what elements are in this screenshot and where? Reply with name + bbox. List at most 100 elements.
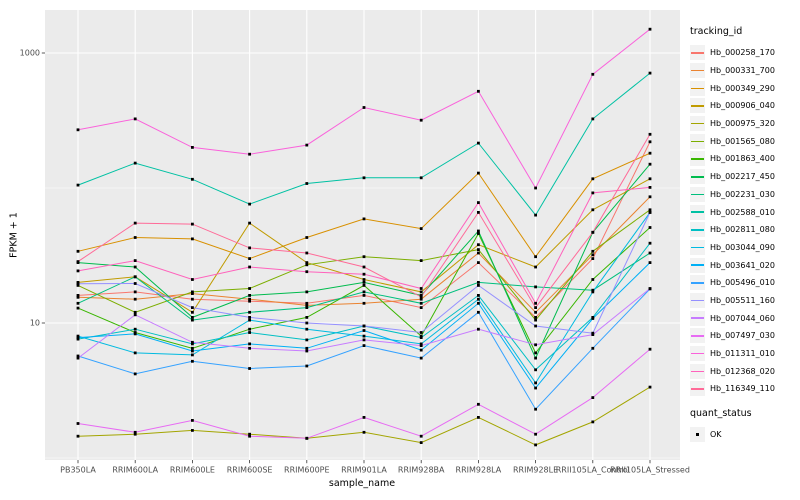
data-point bbox=[191, 349, 194, 353]
data-point bbox=[362, 290, 366, 294]
legend-item-label: Hb_116349_110 bbox=[710, 384, 775, 394]
data-point bbox=[76, 269, 80, 273]
data-point bbox=[248, 346, 251, 350]
data-point bbox=[76, 354, 80, 358]
legend-item-label: Hb_001863_400 bbox=[710, 154, 775, 164]
data-point bbox=[305, 304, 309, 307]
x-tick-label: PB350LA bbox=[60, 466, 96, 475]
data-point bbox=[648, 27, 652, 31]
data-point bbox=[362, 329, 366, 332]
y-axis-title: FPKM + 1 bbox=[8, 212, 20, 258]
data-point bbox=[133, 432, 137, 436]
data-point bbox=[248, 221, 251, 225]
data-point bbox=[419, 441, 423, 444]
data-point bbox=[591, 420, 595, 424]
legend-item: Hb_001565_080 bbox=[690, 132, 798, 150]
data-point bbox=[248, 299, 251, 303]
data-point bbox=[362, 255, 366, 259]
data-point bbox=[477, 171, 480, 175]
legend-item: Hb_007497_030 bbox=[690, 327, 798, 345]
data-point bbox=[648, 241, 652, 245]
data-point bbox=[477, 297, 480, 301]
data-point bbox=[534, 318, 537, 322]
data-point bbox=[419, 290, 423, 294]
data-point bbox=[133, 236, 137, 239]
legend-key-line-icon bbox=[691, 282, 704, 284]
data-point bbox=[591, 331, 595, 335]
data-point bbox=[534, 343, 537, 347]
data-point bbox=[477, 402, 480, 406]
data-point bbox=[362, 430, 366, 434]
data-point bbox=[248, 331, 251, 334]
legend-item: Hb_116349_110 bbox=[690, 380, 798, 398]
data-point bbox=[419, 301, 423, 305]
legend-item: Hb_002231_030 bbox=[690, 186, 798, 204]
legend-item-label: Hb_005496_010 bbox=[710, 278, 775, 288]
data-point bbox=[305, 251, 309, 255]
data-point bbox=[76, 434, 80, 438]
data-point bbox=[362, 334, 366, 338]
data-point bbox=[648, 151, 652, 155]
data-point bbox=[305, 261, 309, 264]
legend-item: Hb_000258_170 bbox=[690, 44, 798, 62]
data-point bbox=[191, 237, 194, 241]
data-point bbox=[76, 336, 80, 339]
data-point bbox=[133, 313, 137, 317]
data-point bbox=[477, 327, 480, 331]
x-tick-label: RRIM928LE bbox=[513, 466, 558, 475]
data-point bbox=[248, 327, 251, 331]
data-point bbox=[76, 183, 80, 187]
data-point bbox=[133, 351, 137, 355]
legend-item-label: Hb_012368_020 bbox=[710, 366, 775, 376]
data-point bbox=[591, 253, 595, 257]
y-tick-label: 10 bbox=[30, 319, 40, 328]
legend-item: Hb_011311_010 bbox=[690, 345, 798, 363]
legend-key-swatch bbox=[690, 186, 705, 202]
data-point bbox=[591, 346, 595, 350]
legend-item-label: Hb_007497_030 bbox=[710, 331, 775, 341]
data-point bbox=[191, 146, 194, 149]
data-point bbox=[534, 316, 537, 319]
legend-key-swatch bbox=[690, 133, 705, 149]
legend-key-line-icon bbox=[691, 370, 704, 373]
legend-key-swatch bbox=[690, 45, 705, 61]
legend-key-swatch bbox=[690, 275, 705, 291]
data-point bbox=[76, 249, 80, 253]
data-point bbox=[591, 288, 595, 292]
data-point bbox=[133, 332, 137, 336]
data-point bbox=[305, 306, 309, 309]
legend-key-swatch bbox=[690, 328, 705, 344]
legend-item: Hb_005496_010 bbox=[690, 274, 798, 292]
legend-key-swatch bbox=[690, 80, 705, 96]
data-point bbox=[248, 152, 251, 156]
legend-key-swatch bbox=[690, 63, 705, 79]
legend-item-label: Hb_003641_020 bbox=[710, 260, 775, 270]
data-point bbox=[191, 177, 194, 181]
data-point bbox=[648, 251, 652, 255]
legend-item-label: Hb_000906_040 bbox=[710, 101, 775, 111]
legend-key-line-icon bbox=[691, 246, 704, 249]
data-point bbox=[362, 284, 366, 287]
legend-key-line-icon bbox=[691, 211, 704, 213]
legend-key-line-icon bbox=[691, 175, 704, 178]
x-tick-label: RRIM600LE bbox=[170, 466, 215, 475]
data-point bbox=[305, 364, 309, 368]
data-point bbox=[419, 118, 423, 122]
legend-item: Hb_012368_020 bbox=[690, 362, 798, 380]
data-point bbox=[133, 117, 137, 121]
data-point bbox=[362, 217, 366, 221]
data-point bbox=[419, 297, 423, 301]
data-point bbox=[419, 342, 423, 346]
data-point bbox=[419, 176, 423, 180]
data-point bbox=[477, 294, 480, 297]
data-point bbox=[648, 71, 652, 75]
legend-key-swatch bbox=[690, 310, 705, 326]
data-point bbox=[591, 230, 595, 234]
legend: tracking_id Hb_000258_170 Hb_000331_700 Hb… bbox=[690, 26, 798, 443]
data-point bbox=[648, 195, 652, 199]
legend-item-label: Hb_002811_080 bbox=[710, 225, 775, 235]
data-point bbox=[477, 284, 480, 287]
legend-key-line-icon bbox=[691, 105, 704, 107]
legend-item: Hb_000349_290 bbox=[690, 79, 798, 97]
